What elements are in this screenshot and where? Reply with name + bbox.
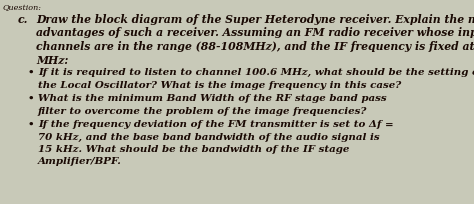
Text: 70 kHz, and the base band bandwidth of the audio signal is: 70 kHz, and the base band bandwidth of t… bbox=[38, 133, 380, 142]
Text: advantages of such a receiver. Assuming an FM radio receiver whose input: advantages of such a receiver. Assuming … bbox=[36, 28, 474, 39]
Text: •: • bbox=[28, 94, 35, 103]
Text: the Local Oscillator? What is the image frequency in this case?: the Local Oscillator? What is the image … bbox=[38, 81, 401, 90]
Text: If the frequency deviation of the FM transmitter is set to Δf =: If the frequency deviation of the FM tra… bbox=[38, 120, 393, 129]
Text: MHz:: MHz: bbox=[36, 54, 68, 65]
Text: •: • bbox=[28, 68, 35, 77]
Text: What is the minimum Band Width of the RF stage band pass: What is the minimum Band Width of the RF… bbox=[38, 94, 387, 103]
Text: Draw the block diagram of the Super Heterodyne receiver. Explain the main: Draw the block diagram of the Super Hete… bbox=[36, 14, 474, 25]
Text: Amplifier/BPF.: Amplifier/BPF. bbox=[38, 157, 122, 166]
Text: •: • bbox=[28, 120, 35, 129]
Text: If it is required to listen to channel 100.6 MHz, what should be the setting of: If it is required to listen to channel 1… bbox=[38, 68, 474, 77]
Text: 15 kHz. What should be the bandwidth of the IF stage: 15 kHz. What should be the bandwidth of … bbox=[38, 145, 349, 154]
Text: filter to overcome the problem of the image frequencies?: filter to overcome the problem of the im… bbox=[38, 106, 367, 115]
Text: channels are in the range (88-108MHz), and the IF frequency is fixed at 10.7: channels are in the range (88-108MHz), a… bbox=[36, 41, 474, 52]
Text: Question:: Question: bbox=[3, 4, 42, 12]
Text: c.: c. bbox=[18, 14, 28, 25]
